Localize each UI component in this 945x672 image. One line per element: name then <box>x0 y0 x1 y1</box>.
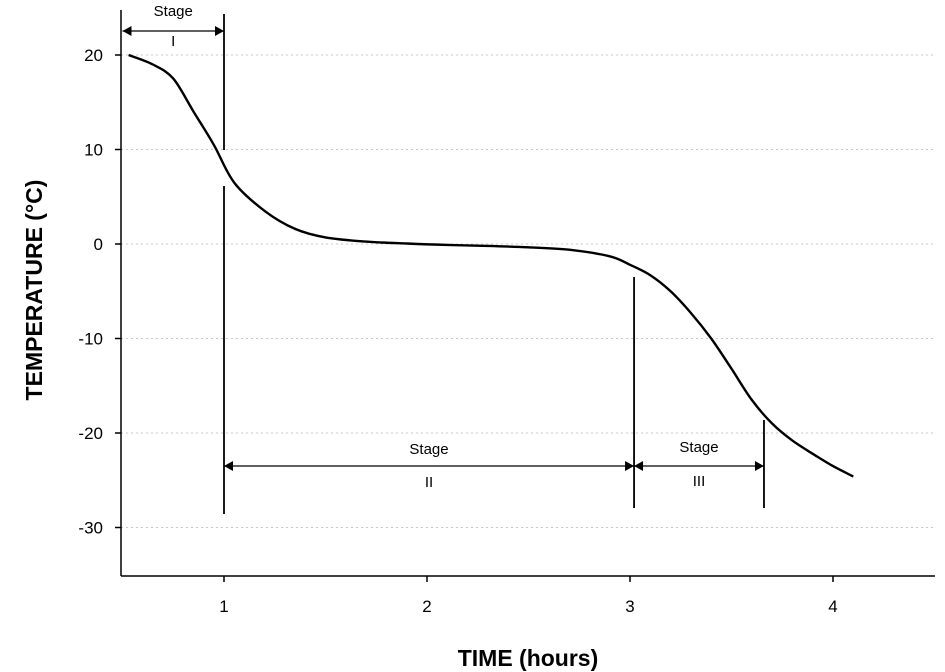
stage-boundaries <box>223 14 765 514</box>
y-tick-label: -20 <box>78 424 103 443</box>
x-tick-label: 1 <box>219 597 228 616</box>
stage-numeral: I <box>171 33 175 50</box>
arrow-head <box>754 461 764 471</box>
stage-numeral: II <box>425 474 433 491</box>
arrow-head <box>625 461 635 471</box>
stage-annotation: Stage II <box>224 441 635 491</box>
stage-annotations: Stage I Stage II Stage III <box>122 3 764 491</box>
x-axis-title: TIME (hours) <box>458 645 599 671</box>
y-tick-label: -10 <box>78 330 103 349</box>
stage-numeral: III <box>693 473 706 490</box>
y-tick-label: 0 <box>94 235 103 254</box>
y-tick-label: -30 <box>78 519 103 538</box>
arrow-head <box>224 461 233 471</box>
y-tick-label: 20 <box>84 46 103 65</box>
arrow-head <box>634 461 644 471</box>
stage-label: Stage <box>154 3 193 20</box>
temperature-curve <box>128 53 854 478</box>
x-tick-label: 4 <box>828 597 837 616</box>
y-axis-title: TEMPERATURE (°C) <box>21 180 47 401</box>
stage-annotation: Stage III <box>634 439 764 490</box>
arrow-head <box>215 26 224 36</box>
stage-annotation: Stage I <box>122 3 224 50</box>
y-tick-label: 10 <box>84 141 103 160</box>
axes: 20 10 0 -10 -20 -30 1 2 3 4 <box>78 10 935 616</box>
arrow-head <box>122 26 132 36</box>
gridlines <box>121 54 935 528</box>
x-tick-label: 3 <box>625 597 634 616</box>
stage-label: Stage <box>679 439 718 456</box>
stage-label: Stage <box>409 441 448 458</box>
x-tick-label: 2 <box>422 597 431 616</box>
